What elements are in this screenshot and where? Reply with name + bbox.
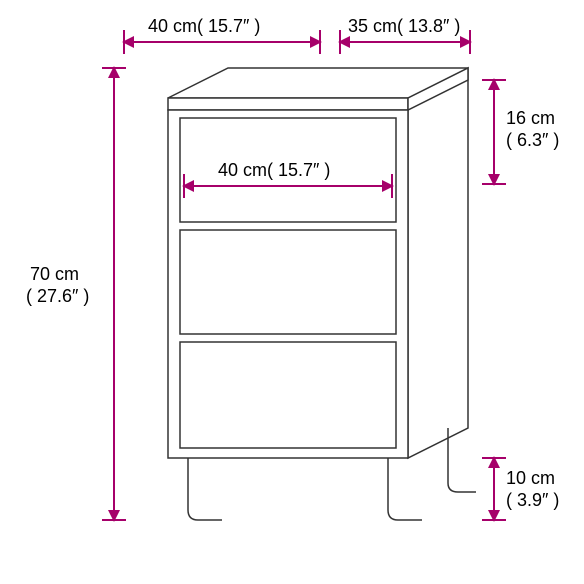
dim-depth-label: 35 cm( 13.8″ ) bbox=[348, 16, 460, 36]
dim-drawer-h-cm: 16 cm bbox=[506, 108, 555, 128]
dim-height-in: ( 27.6″ ) bbox=[26, 286, 89, 306]
dim-drawer-height: 16 cm ( 6.3″ ) bbox=[482, 80, 559, 184]
dim-width-label: 40 cm( 15.7″ ) bbox=[148, 16, 260, 36]
dim-depth: 35 cm( 13.8″ ) bbox=[340, 16, 470, 54]
dim-width: 40 cm( 15.7″ ) bbox=[124, 16, 320, 54]
dim-height: 70 cm ( 27.6″ ) bbox=[26, 68, 126, 520]
dimension-diagram: 40 cm( 15.7″ ) 35 cm( 13.8″ ) 70 cm ( 27… bbox=[0, 0, 584, 584]
dim-drawer-width-label: 40 cm( 15.7″ ) bbox=[218, 160, 330, 180]
dim-leg-cm: 10 cm bbox=[506, 468, 555, 488]
drawer-3 bbox=[180, 342, 396, 448]
dim-leg-height: 10 cm ( 3.9″ ) bbox=[482, 458, 559, 520]
dim-leg-in: ( 3.9″ ) bbox=[506, 490, 559, 510]
top-edge bbox=[168, 98, 408, 110]
dim-drawer-h-in: ( 6.3″ ) bbox=[506, 130, 559, 150]
dim-height-cm: 70 cm bbox=[30, 264, 79, 284]
side-panel bbox=[408, 68, 468, 458]
drawer-2 bbox=[180, 230, 396, 334]
